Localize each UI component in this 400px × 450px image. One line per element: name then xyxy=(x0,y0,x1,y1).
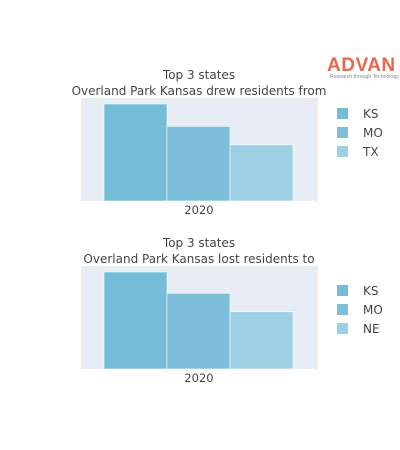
logo-wordmark: ADVAN xyxy=(327,55,396,76)
chart-1-title-line2: Overland Park Kansas drew residents from xyxy=(72,84,327,98)
legend-label-tx[interactable]: TX xyxy=(362,145,379,159)
legend-label-ks[interactable]: KS xyxy=(363,284,379,298)
legend-swatch-mo[interactable] xyxy=(337,304,348,315)
chart-2-legend: KS MO NE xyxy=(337,284,383,336)
advan-logo: ADVAN Research through Technology xyxy=(327,55,399,80)
legend-label-ne[interactable]: NE xyxy=(363,322,380,336)
chart-2: Top 3 states Overland Park Kansas lost r… xyxy=(81,236,383,385)
legend-swatch-ne[interactable] xyxy=(337,323,348,334)
legend-label-mo[interactable]: MO xyxy=(363,126,383,140)
bar-ks xyxy=(103,271,168,370)
chart-2-bars xyxy=(103,271,294,370)
chart-1: Top 3 states Overland Park Kansas drew r… xyxy=(72,68,383,217)
bar-mo xyxy=(166,293,231,370)
legend-swatch-tx[interactable] xyxy=(337,146,348,157)
bar-ne xyxy=(229,311,294,370)
chart-2-title-line1: Top 3 states xyxy=(162,236,235,250)
legend-swatch-mo[interactable] xyxy=(337,127,348,138)
legend-label-ks[interactable]: KS xyxy=(363,107,379,121)
bar-tx xyxy=(229,144,294,202)
chart-1-x-tick: 2020 xyxy=(184,203,213,217)
legend-swatch-ks[interactable] xyxy=(337,285,348,296)
bar-ks xyxy=(103,103,168,202)
legend-label-mo[interactable]: MO xyxy=(363,303,383,317)
chart-1-title-line1: Top 3 states xyxy=(162,68,235,82)
logo-tagline: Research through Technology xyxy=(330,74,399,80)
bar-mo xyxy=(166,126,231,202)
chart-1-bars xyxy=(103,103,294,202)
chart-1-legend: KS MO TX xyxy=(337,107,383,159)
chart-2-x-tick: 2020 xyxy=(184,371,213,385)
legend-swatch-ks[interactable] xyxy=(337,108,348,119)
chart-2-title-line2: Overland Park Kansas lost residents to xyxy=(83,252,314,266)
